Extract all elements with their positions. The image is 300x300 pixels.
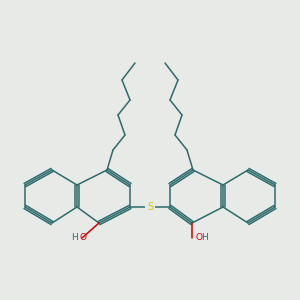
- Text: O: O: [79, 233, 86, 242]
- Text: H: H: [201, 232, 208, 242]
- Text: H: H: [71, 233, 78, 242]
- Text: S: S: [147, 202, 153, 212]
- Text: O: O: [196, 232, 203, 242]
